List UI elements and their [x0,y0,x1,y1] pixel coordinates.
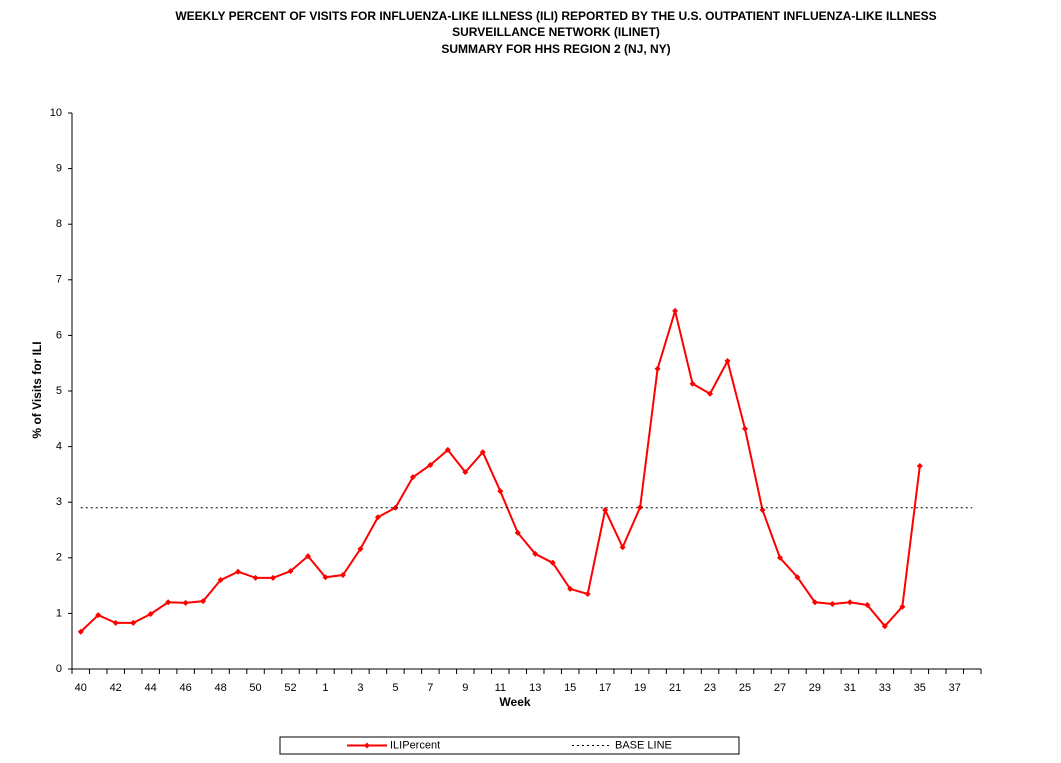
x-tick-label: 5 [392,682,398,694]
x-tick-label: 37 [949,682,961,694]
y-tick-label: 9 [56,163,62,175]
data-point [304,553,311,560]
y-tick-label: 6 [56,329,62,341]
legend-box [279,736,740,755]
x-tick-label: 25 [739,682,751,694]
data-point [252,574,259,581]
chart-title: SUMMARY FOR HHS REGION 2 (NJ, NY) [441,42,670,56]
data-point [846,599,853,606]
y-tick-label: 1 [56,607,62,619]
data-point [235,568,242,575]
data-point [374,514,381,521]
data-point [584,590,591,597]
y-tick-label: 5 [56,385,62,397]
data-point [637,504,644,511]
x-tick-label: 40 [75,682,87,694]
data-point [567,585,574,592]
y-tick-label: 2 [56,552,62,564]
data-point [742,425,749,432]
x-tick-label: 23 [704,682,716,694]
data-point [357,545,364,552]
x-tick-label: 21 [669,682,681,694]
data-point [794,574,801,581]
x-tick-label: 9 [462,682,468,694]
data-point [217,577,224,584]
x-tick-label: 13 [529,682,541,694]
data-point [322,574,329,581]
legend-label: BASE LINE [615,739,672,751]
x-tick-label: 15 [564,682,576,694]
x-tick-label: 1 [322,682,328,694]
data-point [392,504,399,511]
data-point [112,619,119,626]
data-point [514,529,521,536]
data-point [130,619,137,626]
data-point [916,463,923,470]
y-tick-label: 4 [56,441,62,453]
x-tick-label: 19 [634,682,646,694]
data-point [147,610,154,617]
data-point [479,449,486,456]
data-point [881,623,888,630]
y-axis-label: % of Visits for ILI [30,341,44,438]
y-tick-label: 7 [56,274,62,286]
data-point [532,550,539,557]
data-point [444,446,451,453]
x-tick-label: 31 [844,682,856,694]
data-point [409,474,416,481]
x-tick-label: 11 [495,682,506,694]
data-point [497,488,504,495]
data-point [864,602,871,609]
y-tick-label: 8 [56,218,62,230]
data-point [182,599,189,606]
chart-title: WEEKLY PERCENT OF VISITS FOR INFLUENZA-L… [175,9,936,23]
data-point [287,568,294,575]
data-point [689,380,696,387]
data-point [776,554,783,561]
data-point [270,574,277,581]
x-tick-label: 7 [427,682,433,694]
data-point [724,357,731,364]
x-tick-label: 52 [284,682,296,694]
data-point [549,559,556,566]
data-point [427,461,434,468]
y-tick-label: 3 [56,496,62,508]
x-tick-label: 33 [879,682,891,694]
data-point [200,598,207,605]
x-tick-label: 46 [180,682,192,694]
data-point [462,469,469,476]
data-point [619,544,626,551]
x-tick-label: 17 [599,682,611,694]
x-tick-label: 27 [774,682,786,694]
x-tick-label: 35 [914,682,926,694]
data-point [829,600,836,607]
y-tick-label: 0 [56,663,62,675]
data-point [95,612,102,619]
data-point [707,390,714,397]
data-point [672,307,679,314]
x-tick-label: 48 [214,682,226,694]
x-axis-label: Week [499,695,530,709]
legend-label: ILIPercent [390,739,440,751]
data-point [654,365,661,372]
data-point [811,599,818,606]
data-point [759,506,766,513]
x-tick-label: 44 [145,682,157,694]
x-tick-label: 50 [249,682,261,694]
y-tick-label: 10 [50,107,62,119]
series-line [80,307,921,633]
data-point [77,628,84,635]
data-point [602,506,609,513]
x-tick-label: 29 [809,682,821,694]
chart-title: SURVEILLANCE NETWORK (ILINET) [452,25,660,39]
x-tick-label: 3 [357,682,363,694]
x-tick-label: 42 [110,682,122,694]
legend-marker [364,742,370,749]
data-point [899,603,906,610]
data-point [339,572,346,579]
data-point [165,599,172,606]
